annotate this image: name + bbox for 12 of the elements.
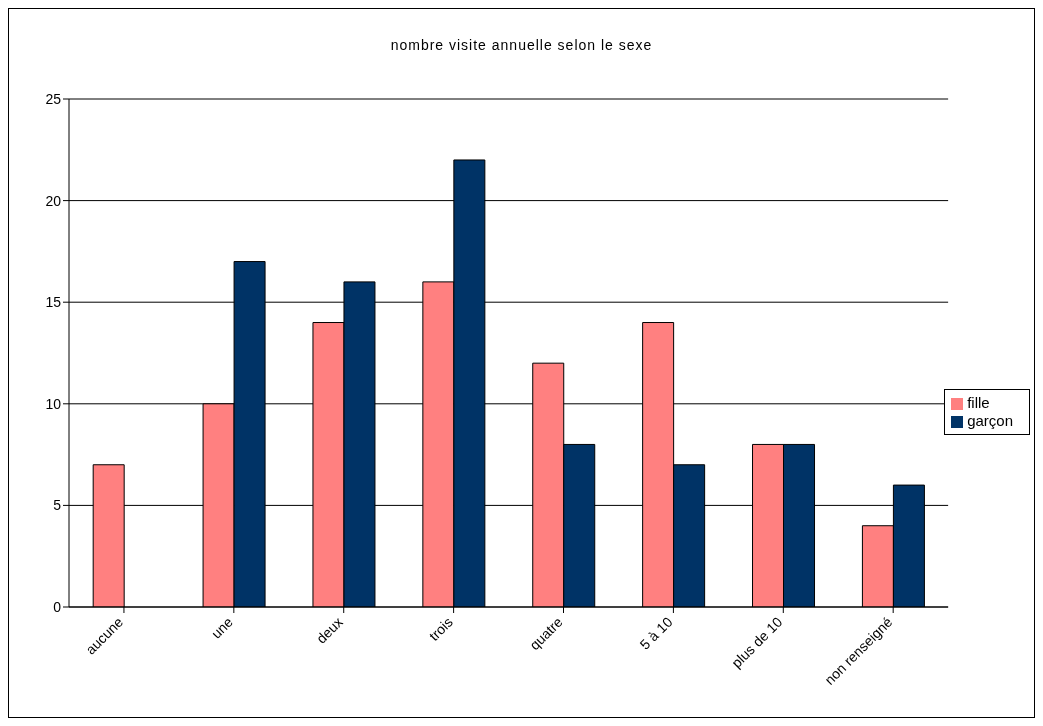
y-tick-label: 20	[45, 192, 62, 209]
legend-label: garçon	[967, 412, 1013, 429]
y-tick-label: 15	[45, 294, 62, 311]
y-tick-label: 25	[45, 90, 62, 107]
y-tick-label: 0	[53, 598, 62, 615]
x-tick-label: une	[208, 613, 237, 642]
x-tick-label: trois	[425, 613, 456, 644]
y-tick-label: 10	[45, 395, 62, 412]
x-tick-label: 5 à 10	[636, 613, 676, 653]
y-tick-label: 5	[53, 497, 62, 514]
chart-title: nombre visite annuelle selon le sexe	[389, 36, 654, 55]
legend-label: fille	[967, 394, 990, 411]
